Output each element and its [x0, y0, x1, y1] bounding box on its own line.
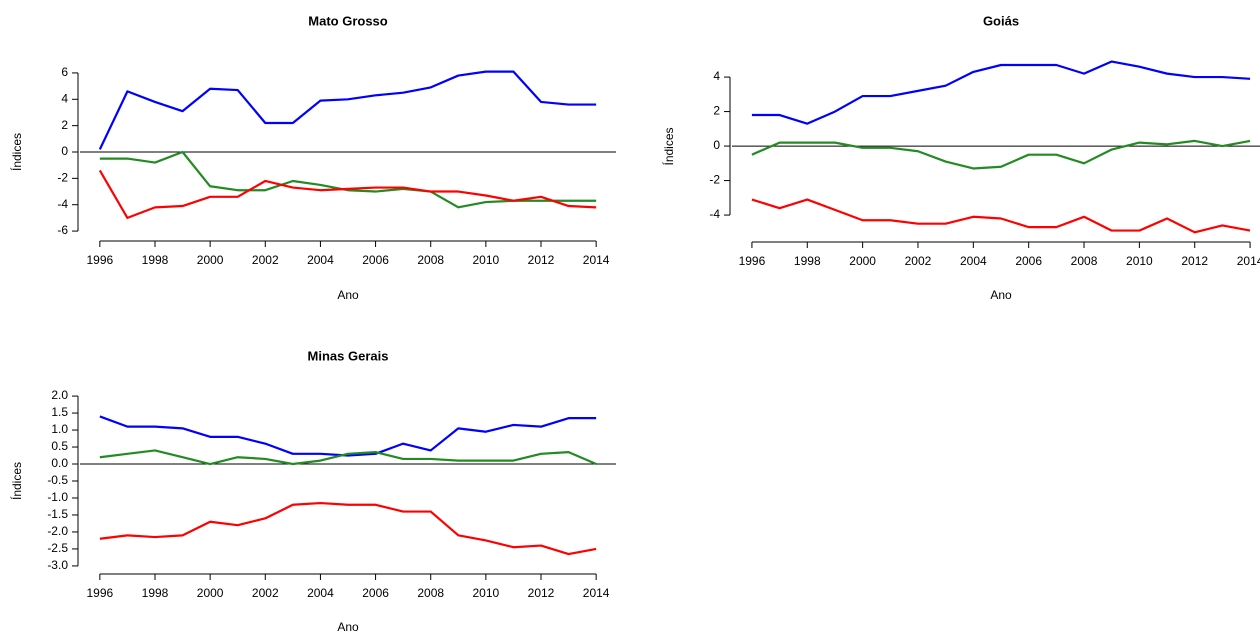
- series-line: [751, 139, 1251, 170]
- y-tick-label: -2: [709, 173, 720, 187]
- y-tick-label: 0.0: [51, 456, 68, 470]
- x-tick-label: 1998: [794, 254, 821, 268]
- x-tick-label: 2012: [1181, 254, 1208, 268]
- x-tick-label: 2004: [307, 253, 334, 267]
- series-line: [751, 198, 1251, 234]
- y-tick-label: 2: [61, 118, 68, 132]
- y-tick-label: 2: [713, 104, 720, 118]
- x-tick-label: 2010: [473, 586, 500, 600]
- x-tick-label: 1996: [87, 253, 114, 267]
- y-tick-label: 1.0: [51, 422, 68, 436]
- y-tick-label: -1.0: [47, 490, 68, 504]
- y-tick-label: -4: [709, 207, 720, 221]
- x-tick-label: 2000: [197, 253, 224, 267]
- x-tick-label: 2008: [417, 586, 444, 600]
- series-line: [99, 415, 597, 457]
- x-tick-label: 2010: [1126, 254, 1153, 268]
- x-tick-label: 1996: [739, 254, 766, 268]
- x-axis-label: Ano: [990, 288, 1012, 302]
- x-tick-label: 1998: [142, 253, 169, 267]
- x-tick-label: 2008: [1071, 254, 1098, 268]
- series-line: [98, 169, 597, 219]
- chart-title: Goiás: [983, 13, 1019, 28]
- y-tick-label: -4: [57, 197, 68, 211]
- series-line: [98, 70, 597, 150]
- x-tick-label: 2000: [197, 586, 224, 600]
- y-axis-label: Índices: [9, 133, 24, 171]
- y-tick-label: -6: [57, 223, 68, 237]
- x-axis-label: Ano: [337, 620, 359, 632]
- y-axis-label: Índices: [9, 462, 24, 500]
- x-tick-label: 2004: [960, 254, 987, 268]
- chart-title: Mato Grosso: [308, 13, 388, 28]
- x-tick-label: 1998: [142, 586, 169, 600]
- y-tick-label: 2.0: [51, 388, 68, 402]
- x-tick-label: 2002: [905, 254, 932, 268]
- y-tick-label: 4: [713, 69, 720, 83]
- y-tick-label: 1.5: [51, 405, 68, 419]
- x-tick-label: 2000: [849, 254, 876, 268]
- y-tick-label: 0: [61, 144, 68, 158]
- y-tick-label: 6: [61, 65, 68, 79]
- x-tick-label: 2004: [307, 586, 334, 600]
- x-axis-label: Ano: [337, 288, 359, 302]
- y-tick-label: -0.5: [47, 473, 68, 487]
- x-tick-label: 2014: [583, 586, 610, 600]
- y-tick-label: -2.0: [47, 524, 68, 538]
- y-tick-label: -2.5: [47, 541, 68, 555]
- x-tick-label: 2012: [528, 253, 555, 267]
- series-line: [751, 60, 1251, 125]
- y-tick-label: 4: [61, 91, 68, 105]
- x-tick-label: 2006: [1015, 254, 1042, 268]
- x-tick-label: 2002: [252, 586, 279, 600]
- x-tick-label: 2014: [583, 253, 610, 267]
- x-tick-label: 2010: [473, 253, 500, 267]
- chart-title: Minas Gerais: [308, 348, 389, 363]
- x-tick-label: 2008: [417, 253, 444, 267]
- y-tick-label: -2: [57, 171, 68, 185]
- y-tick-label: -3.0: [47, 558, 68, 572]
- x-tick-label: 1996: [87, 586, 114, 600]
- x-tick-label: 2006: [362, 586, 389, 600]
- x-tick-label: 2012: [528, 586, 555, 600]
- x-tick-label: 2006: [362, 253, 389, 267]
- y-tick-label: -1.5: [47, 507, 68, 521]
- y-axis-label: Índices: [661, 127, 676, 165]
- series-line: [99, 501, 597, 556]
- y-tick-label: 0.5: [51, 439, 68, 453]
- x-tick-label: 2002: [252, 253, 279, 267]
- y-tick-label: 0: [713, 138, 720, 152]
- x-tick-label: 2014: [1237, 254, 1260, 268]
- series-line: [99, 449, 597, 466]
